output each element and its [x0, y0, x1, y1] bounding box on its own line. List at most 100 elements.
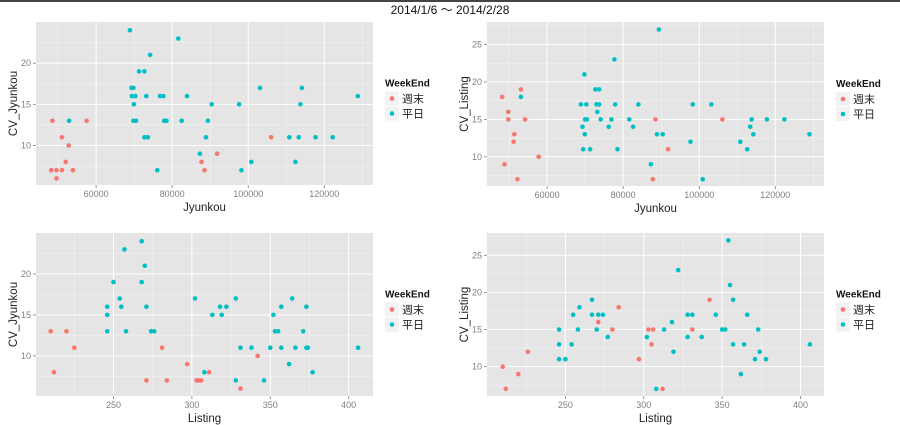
data-point-weekday [111, 279, 116, 285]
data-point-weekday [596, 87, 602, 92]
data-point-weekday [596, 102, 602, 107]
data-point-weekday [584, 117, 590, 122]
data-point-weekend [202, 167, 207, 173]
data-point-weekday [688, 139, 693, 145]
data-point-weekday [738, 139, 743, 145]
data-point-weekend [63, 159, 68, 165]
data-point-weekday [313, 135, 318, 140]
x-axis-label: Listing [639, 413, 672, 425]
data-point-weekday [289, 296, 295, 301]
data-point-weekday [584, 102, 589, 107]
data-point-weekend [502, 162, 507, 167]
x-tick-label: 120000 [309, 189, 339, 199]
data-point-weekday [763, 356, 769, 362]
data-point-weekday [179, 118, 184, 124]
data-point-weekday [578, 102, 584, 107]
data-point-weekday [556, 342, 562, 347]
data-point-weekday [749, 117, 754, 122]
data-point-weekday [699, 334, 704, 340]
data-point-weekday [675, 267, 681, 273]
data-point-weekday [239, 167, 244, 173]
data-point-weekday [257, 85, 263, 91]
x-tick-label: 300 [184, 400, 199, 410]
legend-dot-icon [840, 307, 846, 312]
y-tick-label: 25 [472, 39, 482, 49]
data-point-weekend [268, 135, 274, 140]
data-point-weekday [685, 312, 690, 318]
scatter-panel-3: 250 300 350 400 10 15 20 Listing CV_Jyunkou WeekE… [8, 233, 430, 425]
data-point-weekday [807, 342, 813, 347]
x-tick-label: 60000 [84, 189, 109, 199]
data-point-weekend [636, 356, 642, 362]
data-point-weekday [738, 371, 744, 377]
data-point-weekday [726, 238, 731, 243]
data-point-weekend [255, 353, 260, 359]
data-point-weekend [184, 361, 190, 367]
data-point-weekend [59, 167, 65, 173]
legend-dot-icon [840, 322, 846, 327]
data-point-weekday [205, 118, 211, 124]
x-tick-label: 100000 [233, 189, 263, 199]
data-point-weekday [595, 109, 600, 115]
data-point-weekday [197, 151, 203, 156]
data-point-weekday [203, 135, 209, 140]
y-tick-label: 20 [21, 58, 31, 68]
legend-label: 平日 [853, 108, 875, 121]
data-point-weekday [233, 296, 239, 301]
data-point-weekday [575, 327, 581, 332]
data-point-weekday [582, 72, 587, 77]
data-point-weekday [355, 93, 361, 99]
data-point-weekday [751, 132, 756, 137]
data-point-weekday [119, 304, 124, 310]
data-point-weekend [525, 349, 531, 355]
x-tick-label: 350 [715, 400, 730, 410]
legend-label: 平日 [853, 319, 875, 332]
data-point-weekday [131, 102, 137, 107]
x-tick-label: 120000 [760, 190, 790, 200]
data-point-weekday [279, 304, 284, 310]
data-point-weekend [660, 386, 665, 392]
data-point-weekday [700, 177, 705, 182]
data-point-weekend [48, 167, 54, 173]
data-point-weekday [690, 312, 695, 318]
y-tick-label: 20 [472, 287, 482, 297]
data-point-weekday [600, 312, 606, 318]
data-point-weekday [782, 117, 787, 122]
data-point-weekend [610, 327, 615, 332]
x-tick-label: 400 [341, 400, 356, 410]
data-point-weekday [747, 124, 753, 130]
x-tick-label: 300 [636, 400, 651, 410]
data-point-weekday [192, 296, 198, 301]
legend-dot-icon [840, 111, 846, 117]
panel-background [36, 22, 373, 185]
data-point-weekday [104, 304, 110, 310]
data-point-weekday [764, 117, 770, 122]
data-point-weekend [616, 305, 621, 310]
data-point-weekend [518, 87, 524, 92]
data-point-weekday [330, 135, 336, 140]
data-point-weekday [630, 124, 636, 130]
legend-label: 週末 [853, 92, 875, 106]
y-tick-label: 10 [21, 351, 31, 361]
data-point-weekday [730, 297, 736, 303]
data-point-weekend [195, 378, 201, 383]
data-point-weekend [596, 319, 601, 325]
data-point-weekday [305, 345, 311, 351]
data-point-weekday [287, 135, 292, 140]
data-point-weekday [202, 369, 207, 375]
data-point-weekday [636, 102, 641, 107]
data-point-weekend [159, 345, 165, 351]
data-point-weekday [249, 159, 254, 165]
data-point-weekday [713, 312, 719, 318]
data-point-weekday [304, 304, 309, 310]
data-point-weekend [500, 364, 506, 370]
data-point-weekday [310, 369, 315, 375]
data-point-weekend [649, 342, 654, 347]
data-point-weekend [503, 386, 509, 392]
data-point-weekend [690, 327, 695, 332]
data-point-weekday [300, 329, 306, 334]
x-tick-label: 250 [558, 400, 573, 410]
data-point-weekend [522, 117, 528, 122]
